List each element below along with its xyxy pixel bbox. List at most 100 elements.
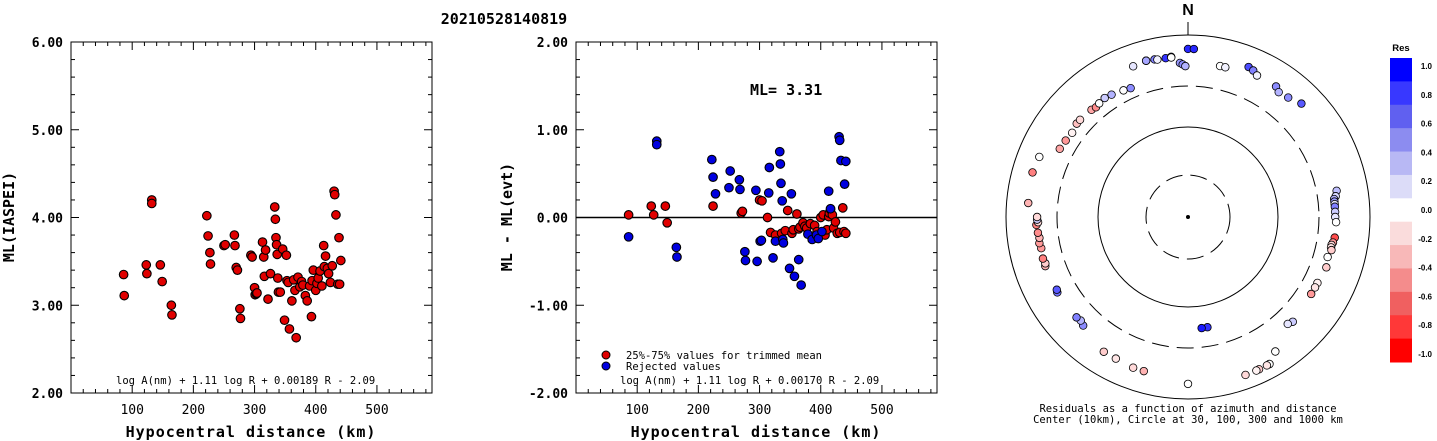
colorbar-tick-label: 0.0 <box>1421 206 1433 215</box>
station-point <box>1055 144 1064 154</box>
ml-residual-panel: -2.00 -1.00 0.00 1.00 2.00 100 200 300 400 500 ML… <box>498 36 938 441</box>
y-tick-label: 2.00 <box>32 387 63 402</box>
data-point <box>302 296 313 306</box>
data-point <box>205 259 216 269</box>
data-point <box>786 188 797 199</box>
station-point <box>1095 99 1104 108</box>
data-point <box>323 268 334 279</box>
data-point <box>166 300 177 311</box>
north-label: N <box>1182 2 1194 19</box>
station-point <box>1032 212 1042 222</box>
data-point <box>823 186 834 197</box>
data-point <box>737 206 748 217</box>
data-point <box>141 260 152 270</box>
station-point <box>1197 323 1206 333</box>
station-point <box>1183 379 1193 389</box>
colorbar-swatch <box>1390 58 1412 82</box>
data-point <box>751 185 761 196</box>
y-tick-label: -1.00 <box>529 299 568 314</box>
x-tick-label: 400 <box>304 403 327 418</box>
station-point <box>1262 361 1272 370</box>
circle-30km <box>1145 174 1231 260</box>
y-tick-label: 1.00 <box>537 124 568 139</box>
data-point <box>839 179 850 190</box>
caption-line-1: Residuals as a function of azimuth and d… <box>1039 403 1336 415</box>
colorbar-title: Res <box>1392 43 1409 54</box>
formula-text: log A(nm) + 1.11 log R + 0.00189 R - 2.0… <box>116 375 375 387</box>
data-point <box>830 217 841 227</box>
colorbar-swatch <box>1390 104 1412 129</box>
data-point <box>279 315 290 326</box>
colorbar: Res 1.0 0.8 0.6 0.4 0.2 0.0 -0.2 -0.4 -0.6 -0.8 -1… <box>1390 43 1433 363</box>
colorbar-tick-label: -0.8 <box>1418 321 1432 330</box>
data-point <box>247 252 257 262</box>
center-dot <box>1186 215 1190 219</box>
x-tick-label: 300 <box>748 403 771 418</box>
azimuth-residual-plot: N Residuals as a function of azimuth and… <box>1005 2 1433 426</box>
data-point <box>734 174 745 185</box>
station-point <box>1221 63 1230 72</box>
x-axis-label: Hypocentral distance (km) <box>631 423 882 441</box>
y-tick-label: 2.00 <box>537 36 568 51</box>
data-point <box>329 189 340 200</box>
data-point <box>317 281 327 291</box>
data-point <box>708 201 718 211</box>
data-point <box>320 251 331 261</box>
data-point <box>660 201 671 211</box>
data-point <box>263 294 273 304</box>
data-point <box>775 159 786 169</box>
station-point <box>1061 136 1070 145</box>
data-point <box>757 195 767 206</box>
station-point <box>1126 83 1135 93</box>
legend-marker-rejected <box>601 361 611 371</box>
colorbar-swatch <box>1390 221 1412 246</box>
data-point <box>623 231 634 242</box>
x-tick-label: 300 <box>243 403 266 418</box>
data-point <box>334 279 345 290</box>
x-axis-label: Hypocentral distance (km) <box>126 423 377 441</box>
data-point <box>774 146 785 157</box>
data-point <box>335 255 346 266</box>
y-tick-label: 6.00 <box>32 36 63 51</box>
data-point <box>142 268 152 279</box>
caption-line-2: Center (10km), Circle at 30, 100, 300 an… <box>1033 414 1343 426</box>
data-point <box>740 255 751 266</box>
data-point <box>708 172 718 182</box>
data-point <box>837 202 848 213</box>
ml-iaspei-panel: 2.00 3.00 4.00 5.00 6.00 100 200 300 400 500 ML(I… <box>0 36 433 441</box>
ml-annotation: ML= 3.31 <box>750 81 822 99</box>
formula-text: log A(nm) + 1.11 log R + 0.00170 R - 2.0… <box>620 375 879 387</box>
data-point <box>763 188 774 198</box>
data-point <box>768 253 778 263</box>
colorbar-tick-label: -1.0 <box>1418 350 1432 359</box>
data-point <box>281 250 292 261</box>
station-point <box>1075 115 1085 125</box>
station-point <box>1331 217 1341 227</box>
station-point <box>1283 319 1292 329</box>
data-point <box>706 154 717 165</box>
circle-100km <box>1097 126 1279 308</box>
data-point <box>119 290 130 301</box>
data-point <box>840 156 851 167</box>
y-tick-label: 0.00 <box>537 212 568 227</box>
data-point <box>646 201 657 211</box>
station-point <box>1310 283 1320 292</box>
station-point <box>1100 93 1109 103</box>
data-point <box>265 268 276 279</box>
colorbar-swatch <box>1390 81 1412 106</box>
data-point <box>735 184 745 195</box>
colorbar-swatch <box>1390 268 1412 293</box>
data-point <box>792 209 802 219</box>
x-tick-label: 200 <box>687 403 710 418</box>
y-tick-label: 3.00 <box>32 299 63 314</box>
legend-marker-trimmed <box>601 350 611 360</box>
data-point <box>796 280 807 290</box>
x-tick-label: 400 <box>809 403 832 418</box>
data-point <box>155 260 166 270</box>
colorbar-swatch <box>1390 198 1412 223</box>
station-point <box>1035 152 1044 162</box>
station-point <box>1284 93 1293 102</box>
legend-label-trimmed: 25%-75% values for trimmed mean <box>626 350 822 362</box>
data-point <box>269 202 280 212</box>
